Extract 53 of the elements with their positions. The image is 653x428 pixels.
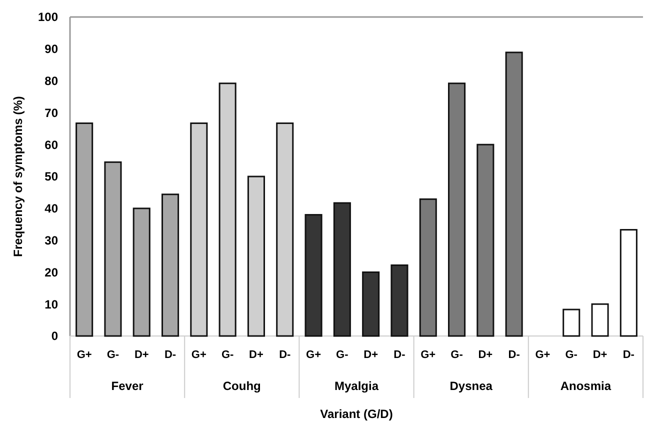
x-tick-label: D- (279, 349, 292, 361)
y-tick-label: 10 (44, 297, 58, 312)
text: Couhg (222, 379, 261, 393)
bar (419, 198, 437, 337)
x-tick-label: D+ (249, 349, 264, 361)
x-tick-label: G- (565, 349, 578, 361)
y-tick-label: 100 (38, 10, 58, 24)
y-tick-label: 70 (44, 106, 58, 120)
text: Anosmia (560, 379, 612, 393)
bar (304, 214, 322, 337)
x-tick-label: G+ (191, 349, 206, 361)
bar (333, 202, 351, 337)
x-tick-label: G+ (76, 349, 92, 361)
y-tick-label: 0 (51, 329, 58, 344)
x-tick-label: D- (508, 349, 520, 361)
bar (591, 303, 609, 337)
x-tick-label: G+ (306, 349, 322, 361)
y-tick-label: 20 (44, 265, 58, 280)
y-tick-label: 60 (44, 138, 58, 152)
x-tick-label: G+ (535, 349, 550, 361)
y-tick-label: 30 (44, 234, 58, 248)
x-tick-label: G+ (420, 349, 436, 361)
x-tick-label: D+ (478, 349, 493, 361)
bar (362, 271, 380, 337)
bar (390, 264, 408, 337)
x-tick-label: G- (221, 349, 234, 361)
x-axis-title: Variant (G/D) (320, 407, 393, 421)
bar (132, 208, 150, 337)
x-tick-label: D+ (134, 349, 149, 361)
x-tick-label: G- (336, 349, 349, 361)
text: Fever (111, 379, 144, 393)
bar (505, 52, 523, 337)
bar (476, 144, 494, 337)
y-tick-label: 50 (44, 170, 58, 184)
bar (448, 82, 466, 337)
bar (562, 308, 580, 337)
x-tick-label: D- (164, 349, 176, 361)
y-tick-label: 80 (44, 74, 58, 88)
x-tick-label: D+ (364, 349, 378, 361)
y-axis-title: Frequency of symptoms (%) (11, 96, 25, 257)
text: Myalgia (334, 379, 379, 393)
x-tick-label: D+ (592, 349, 608, 361)
y-tick-label: 90 (44, 42, 58, 56)
bar (162, 194, 180, 337)
x-tick-label: G- (450, 349, 464, 361)
x-tick-label: D- (622, 349, 635, 361)
bar (620, 229, 638, 337)
x-tick-label: D- (394, 349, 406, 361)
bar (104, 161, 122, 337)
x-tick-label: G- (106, 349, 120, 361)
y-tick-label: 40 (44, 202, 58, 216)
bar (76, 122, 94, 337)
text: Dysnea (450, 379, 493, 393)
